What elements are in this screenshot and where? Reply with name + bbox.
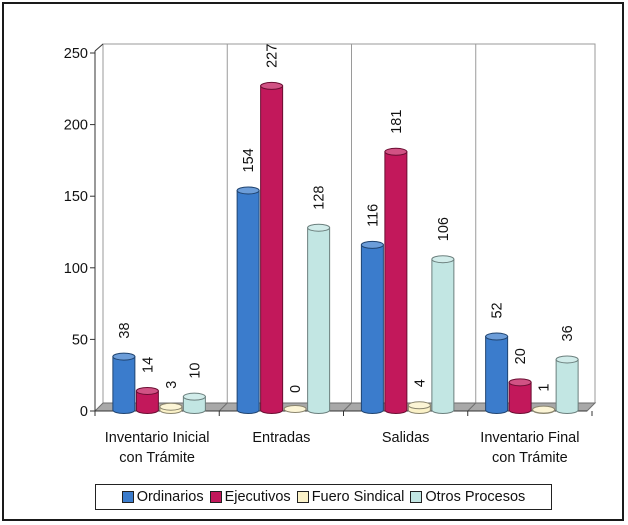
data-label-fuero-sindical: 3 (164, 381, 180, 389)
legend-label-ejecutivos: Ejecutivos (224, 489, 291, 505)
legend-swatch-ejecutivos (209, 491, 222, 503)
floor-separator-line (343, 402, 352, 412)
bar-fuero-sindical (532, 405, 556, 414)
bar-ejecutivos (260, 81, 284, 414)
bar-ordinarios (112, 352, 136, 414)
y-tick-label: 200 (64, 118, 88, 134)
legend-label-fuero-sindical: Fuero Sindical (311, 489, 405, 505)
floor-separator-line (218, 402, 228, 412)
legend-item-ejecutivos: Ejecutivos (209, 489, 291, 505)
bar-otros-procesos (307, 223, 331, 414)
bar-ordinarios (360, 240, 384, 414)
category-label: con Trámite (492, 450, 568, 466)
y-tick-label: 250 (64, 46, 88, 62)
bar-otros-procesos (431, 255, 455, 414)
data-label-ordinarios: 38 (117, 322, 133, 338)
data-label-ejecutivos: 227 (265, 44, 281, 68)
y-tick-label: 0 (80, 404, 88, 420)
data-label-fuero-sindical: 4 (412, 379, 428, 387)
chart-back-wall (102, 43, 596, 404)
legend: Ordinarios Ejecutivos Fuero Sindical Otr… (95, 484, 552, 510)
y-axis-top-line (94, 43, 104, 52)
bar-fuero-sindical (159, 402, 183, 414)
bar-ordinarios (236, 186, 260, 414)
bar-fuero-sindical (407, 401, 431, 414)
data-label-ordinarios: 154 (241, 148, 257, 172)
y-tick-label: 100 (64, 261, 88, 277)
data-label-ejecutivos: 14 (140, 357, 156, 373)
legend-item-ordinarios: Ordinarios (121, 489, 204, 505)
bar-ordinarios (485, 332, 509, 414)
bar-otros-procesos (555, 355, 579, 414)
legend-swatch-fuero-sindical (296, 491, 309, 503)
data-label-otros-procesos: 106 (436, 217, 452, 241)
legend-swatch-ordinarios (121, 491, 134, 503)
category-label: con Trámite (119, 450, 195, 466)
legend-label-ordinarios: Ordinarios (136, 489, 204, 505)
y-tick-label: 150 (64, 189, 88, 205)
bar-otros-procesos (182, 392, 206, 414)
bar-ejecutivos (508, 378, 532, 414)
legend-swatch-otros-procesos (410, 491, 423, 503)
legend-item-otros-procesos: Otros Procesos (410, 489, 525, 505)
floor-separator-line (467, 402, 477, 412)
bar-fuero-sindical (283, 405, 307, 413)
data-label-otros-procesos: 36 (560, 325, 576, 341)
category-label: Inventario Inicial (105, 430, 210, 446)
data-label-ejecutivos: 20 (513, 348, 529, 364)
y-tick-label: 50 (72, 332, 88, 348)
category-label: Entradas (252, 430, 310, 446)
bar-ejecutivos (384, 147, 408, 414)
data-label-ordinarios: 52 (490, 302, 506, 318)
data-label-otros-procesos: 10 (187, 363, 203, 379)
category-label: Inventario Final (480, 430, 579, 446)
category-label: Salidas (382, 430, 430, 446)
data-label-fuero-sindical: 0 (288, 385, 304, 393)
data-label-otros-procesos: 128 (312, 186, 328, 210)
bar-ejecutivos (135, 386, 159, 414)
data-label-fuero-sindical: 1 (537, 383, 553, 391)
legend-item-fuero-sindical: Fuero Sindical (296, 489, 405, 505)
data-label-ordinarios: 116 (365, 204, 381, 227)
data-label-ejecutivos: 181 (389, 110, 405, 134)
legend-label-otros-procesos: Otros Procesos (425, 489, 526, 505)
